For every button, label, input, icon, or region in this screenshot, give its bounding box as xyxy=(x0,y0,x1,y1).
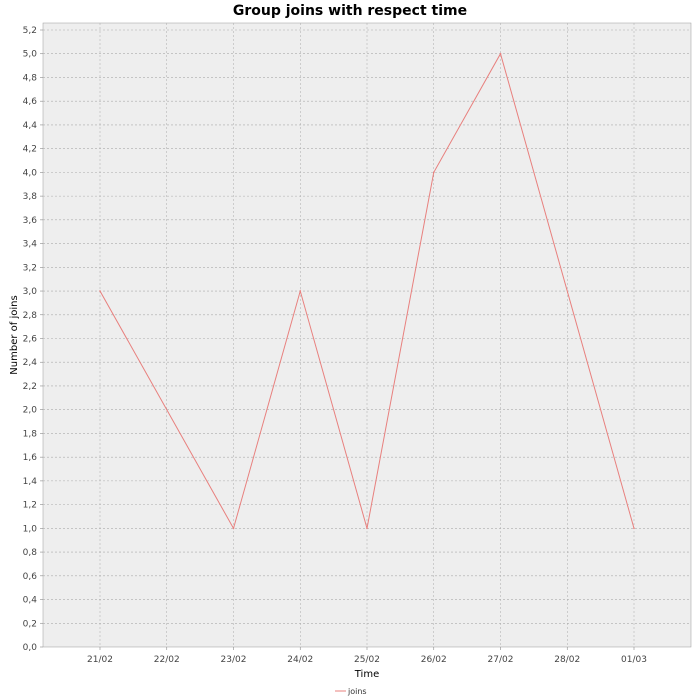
y-tick-label: 2,0 xyxy=(23,406,38,416)
y-tick-label: 2,4 xyxy=(23,358,38,368)
y-axis-ticks: 0,0 0,2 0,4 0,6 0,8 1,0 1,2 1,4 1,6 1,8 2,0 2,2 2,4 2… xyxy=(23,26,43,653)
y-tick-label: 0,2 xyxy=(23,619,37,629)
y-tick-label: 4,4 xyxy=(23,121,38,131)
y-tick-label: 0,0 xyxy=(23,643,38,653)
data-point xyxy=(232,527,235,530)
y-tick-label: 5,2 xyxy=(23,26,37,36)
series-layer xyxy=(99,52,635,530)
y-tick-label: 4,8 xyxy=(23,73,38,83)
y-tick-label: 0,6 xyxy=(23,572,38,582)
y-tick-label: 1,2 xyxy=(23,501,37,511)
grid-lines xyxy=(43,23,691,647)
y-axis-label: Number of joins xyxy=(9,295,20,374)
x-axis-ticks: 21/02 22/02 23/02 24/02 25/02 26/02 27/02 28/02… xyxy=(87,647,647,665)
x-tick-label: 28/02 xyxy=(554,655,580,665)
data-point xyxy=(499,52,502,55)
x-tick-label: 24/02 xyxy=(287,655,313,665)
y-tick-label: 1,0 xyxy=(23,524,38,534)
x-tick-label: 27/02 xyxy=(488,655,514,665)
chart-title: Group joins with respect time xyxy=(233,3,467,19)
data-point xyxy=(432,171,435,174)
data-point xyxy=(299,290,302,292)
legend: joins xyxy=(335,687,367,696)
y-tick-label: 0,8 xyxy=(23,548,38,558)
data-point xyxy=(633,527,635,530)
data-point xyxy=(366,527,368,530)
x-tick-label: 26/02 xyxy=(421,655,447,665)
y-tick-label: 0,4 xyxy=(23,596,38,606)
y-tick-label: 4,6 xyxy=(23,97,38,107)
y-tick-label: 1,8 xyxy=(23,429,38,439)
y-tick-label: 1,4 xyxy=(23,477,38,487)
x-axis-label: Time xyxy=(354,669,379,680)
y-tick-label: 3,8 xyxy=(23,192,38,202)
x-tick-label: 22/02 xyxy=(154,655,180,665)
y-tick-label: 1,6 xyxy=(23,453,38,463)
y-tick-label: 2,8 xyxy=(23,311,38,321)
y-tick-label: 3,2 xyxy=(23,263,37,273)
y-tick-label: 4,2 xyxy=(23,145,37,155)
data-point xyxy=(99,290,101,292)
x-tick-label: 01/03 xyxy=(621,655,647,665)
legend-label: joins xyxy=(347,687,367,696)
y-tick-label: 3,4 xyxy=(23,240,38,250)
x-tick-label: 23/02 xyxy=(221,655,247,665)
x-tick-label: 21/02 xyxy=(87,655,113,665)
y-tick-label: 4,0 xyxy=(23,168,38,178)
y-tick-label: 3,6 xyxy=(23,216,38,226)
y-tick-label: 2,2 xyxy=(23,382,37,392)
x-tick-label: 25/02 xyxy=(354,655,380,665)
y-tick-label: 2,6 xyxy=(23,335,38,345)
y-tick-label: 3,0 xyxy=(23,287,38,297)
y-tick-label: 5,0 xyxy=(23,50,38,60)
